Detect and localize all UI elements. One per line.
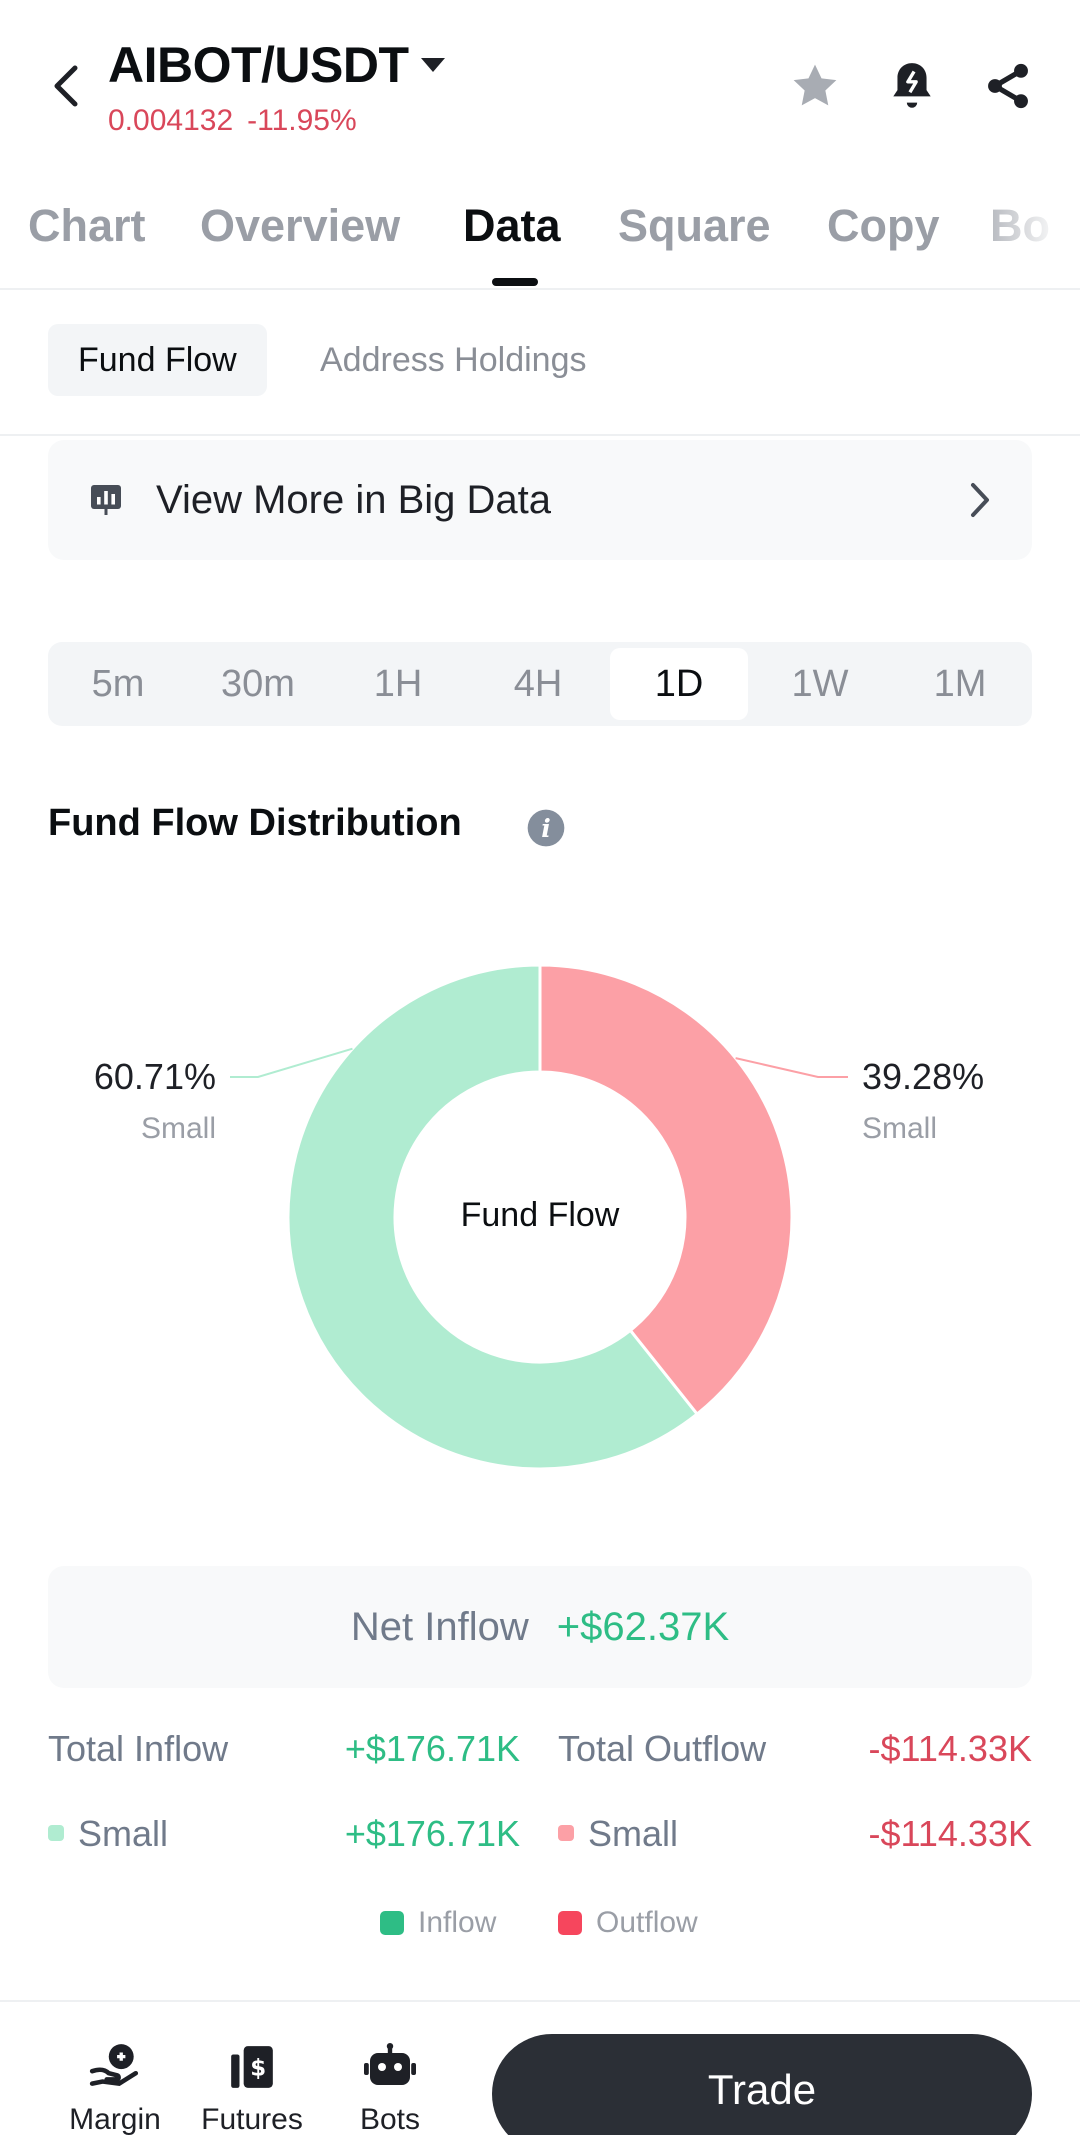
interval-1d[interactable]: 1D: [610, 648, 748, 720]
pair-selector[interactable]: AIBOT/USDT: [108, 36, 445, 94]
interval-5m[interactable]: 5m: [91, 662, 145, 705]
small-inflow-label: Small: [78, 1813, 169, 1854]
inflow-dot: [48, 1825, 64, 1842]
share-icon: [988, 63, 1028, 109]
pair-name: AIBOT/USDT: [108, 37, 409, 93]
total-outflow-value: -$114.33K: [868, 1728, 1032, 1769]
interval-1m[interactable]: 1M: [933, 662, 987, 705]
tab-square[interactable]: Square: [618, 200, 771, 251]
chevron-left-icon: [54, 65, 78, 107]
donut-segment-outflow: [538, 963, 794, 1417]
price-change: -11.95%: [247, 104, 357, 137]
leader-line-outflow: [735, 1057, 848, 1078]
tab-data[interactable]: Data: [463, 200, 561, 251]
small-outflow-label: Small: [588, 1813, 679, 1854]
last-price: 0.004132: [108, 104, 234, 137]
share-button[interactable]: [978, 56, 1038, 116]
futures-label: Futures: [201, 2103, 303, 2135]
interval-1h[interactable]: 1H: [373, 662, 423, 705]
net-inflow-box: Net Inflow +$62.37K: [48, 1566, 1032, 1688]
interval-30m[interactable]: 30m: [221, 662, 295, 705]
big-data-label: View More in Big Data: [156, 477, 551, 522]
outflow-percent-label: 39.28%: [862, 1056, 984, 1097]
bots-label: Bots: [359, 2103, 421, 2135]
main-tabs: Chart Overview Data Square Copy Bo: [0, 190, 1080, 290]
svg-text:i: i: [541, 814, 551, 843]
tab-copy[interactable]: Copy: [827, 200, 940, 251]
big-data-link[interactable]: View More in Big Data: [48, 440, 1032, 560]
small-outflow-row: Small: [558, 1813, 678, 1855]
star-icon: [793, 64, 837, 106]
margin-button[interactable]: Margin: [45, 2042, 185, 2135]
tab-overview[interactable]: Overview: [200, 200, 401, 251]
net-inflow-value: +$62.37K: [556, 1604, 730, 1649]
favorite-button[interactable]: [785, 56, 845, 116]
trade-button[interactable]: Trade: [492, 2034, 1032, 2135]
interval-1w[interactable]: 1W: [791, 662, 849, 705]
legend-outflow-swatch: [558, 1911, 582, 1935]
donut-center-label: Fund Flow: [461, 1196, 620, 1234]
legend-outflow: Outflow: [558, 1906, 698, 1940]
margin-label: Margin: [69, 2103, 161, 2135]
bell-icon: [893, 63, 931, 108]
margin-icon: [89, 2044, 139, 2086]
svg-text:$: $: [250, 2055, 266, 2081]
leader-line-inflow: [230, 1047, 353, 1078]
chart-board-icon: [91, 485, 121, 515]
legend-inflow-label: Inflow: [418, 1906, 497, 1939]
donut-segment-inflow: [286, 963, 700, 1471]
inflow-category-label: Small: [141, 1112, 216, 1145]
bots-button[interactable]: Bots: [320, 2042, 460, 2135]
tab-chart[interactable]: Chart: [28, 200, 146, 251]
sub-tabs: Fund Flow Address Holdings: [0, 292, 1080, 436]
caret-down-icon: [420, 58, 445, 72]
tab-fade: [960, 190, 1080, 288]
legend-inflow-swatch: [380, 1911, 404, 1935]
total-inflow-value: +$176.71K: [344, 1728, 520, 1769]
outflow-dot: [558, 1825, 574, 1842]
robot-icon: [364, 2043, 416, 2085]
small-outflow-value: -$114.33K: [868, 1813, 1032, 1854]
price-alert-button[interactable]: [882, 56, 942, 116]
small-inflow-value: +$176.71K: [344, 1813, 520, 1854]
info-icon[interactable]: i: [526, 808, 566, 848]
fund-flow-donut-chart: Fund Flow 60.71% Small 39.28% Small: [94, 963, 984, 1471]
back-button[interactable]: [40, 56, 92, 116]
chevron-right-icon: [971, 483, 989, 517]
header: AIBOT/USDT 0.004132 -11.95%: [0, 0, 1080, 150]
futures-button[interactable]: $ Futures: [182, 2042, 322, 2135]
total-outflow-label: Total Outflow: [558, 1728, 767, 1769]
price-line: 0.004132 -11.95%: [108, 104, 357, 138]
subtab-fund-flow[interactable]: Fund Flow: [48, 324, 267, 396]
active-tab-indicator: [492, 278, 538, 286]
bottom-action-bar: Margin $ Futures Bots Trade: [0, 2000, 1080, 2135]
total-inflow-label: Total Inflow: [48, 1728, 229, 1769]
interval-4h[interactable]: 4H: [513, 662, 563, 705]
distribution-title: Fund Flow Distribution: [48, 802, 462, 844]
legend-inflow: Inflow: [380, 1906, 496, 1940]
net-inflow-label: Net Inflow: [350, 1604, 529, 1649]
small-inflow-row: Small: [48, 1813, 168, 1855]
inflow-percent-label: 60.71%: [94, 1056, 216, 1097]
subtab-address-holdings[interactable]: Address Holdings: [320, 340, 587, 379]
futures-icon: $: [231, 2046, 273, 2088]
legend-outflow-label: Outflow: [596, 1906, 698, 1939]
outflow-category-label: Small: [862, 1112, 937, 1145]
interval-selector: 5m 30m 1H 4H 1D 1W 1M: [48, 642, 1032, 726]
